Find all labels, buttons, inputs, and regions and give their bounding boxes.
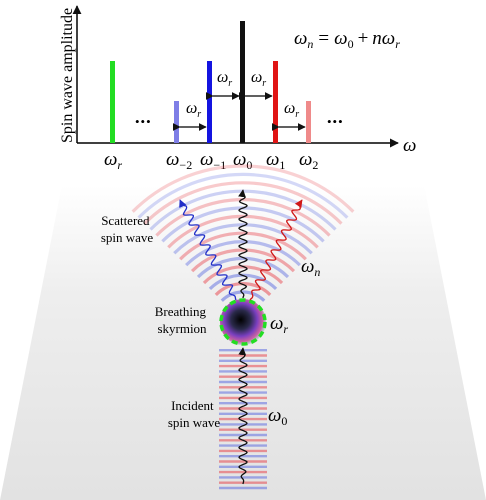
spacing-label: ωr <box>186 100 201 120</box>
bar-omega-0 <box>240 21 245 143</box>
scattered-wavefront <box>173 223 313 255</box>
scattered-wavefront <box>143 181 343 225</box>
tick-label-omega-1: ω1 <box>266 149 285 172</box>
ellipsis-right: ••• <box>327 114 344 129</box>
bar-omega-minus-1 <box>207 61 212 143</box>
incident-ray <box>238 347 248 485</box>
tick-label-omega-minus-2: ω−2 <box>166 149 192 172</box>
scattering-scene: Scattered spin wave Breathing skyrmion I… <box>0 164 486 500</box>
spacing-label: ωr <box>251 69 266 89</box>
skyrmion-label: Breathing skyrmion <box>155 304 210 336</box>
omega-n-label: ωn <box>301 256 320 279</box>
bar-omega-1 <box>273 61 278 143</box>
omega-r-label: ωr <box>270 313 288 336</box>
incident-wavefronts <box>219 349 267 490</box>
tick-label-omega-2: ω2 <box>299 149 318 172</box>
bar-omega-r <box>110 61 115 143</box>
scattered-wavefront <box>185 240 301 267</box>
scattered-wavefront <box>131 164 355 213</box>
skyrmion-ring <box>219 298 267 346</box>
ellipsis-left: ••• <box>135 114 152 129</box>
bar-omega-minus-2 <box>174 101 179 143</box>
spacing-label: ωr <box>284 100 299 120</box>
spacing-arrows <box>172 92 306 131</box>
omega-0-label: ω0 <box>268 405 287 428</box>
tick-label-omega-r: ωr <box>104 149 122 172</box>
scattered-wavefront <box>137 172 349 219</box>
scattered-wavefront <box>196 256 290 279</box>
tick-label-omega-0: ω0 <box>233 149 252 172</box>
x-axis-label: ω <box>403 135 416 156</box>
scattered-wavefront <box>190 248 296 273</box>
scattered-wavefront <box>220 290 266 302</box>
scattered-ray-left <box>179 199 237 301</box>
spacing-label: ωr <box>217 69 232 89</box>
incident-label: Incident spin wave <box>168 398 221 430</box>
tick-label-omega-minus-1: ω−1 <box>200 149 226 172</box>
spectrum-panel: Spin wave amplitude ω ωn = ω0 + nωr ••• ••• … <box>59 5 416 172</box>
scattered-ray-center <box>238 189 248 299</box>
spectrum-ylabel: Spin wave amplitude <box>59 8 76 143</box>
skyrmion-core <box>220 299 266 345</box>
bar-omega-2 <box>306 101 311 143</box>
scattered-ray-right <box>249 199 303 301</box>
scattered-wavefront <box>214 282 272 297</box>
scattered-wavefront <box>179 231 307 261</box>
dispersion-equation: ωn = ω0 + nωr <box>294 28 400 51</box>
scattered-label: Scattered spin wave <box>101 213 154 245</box>
